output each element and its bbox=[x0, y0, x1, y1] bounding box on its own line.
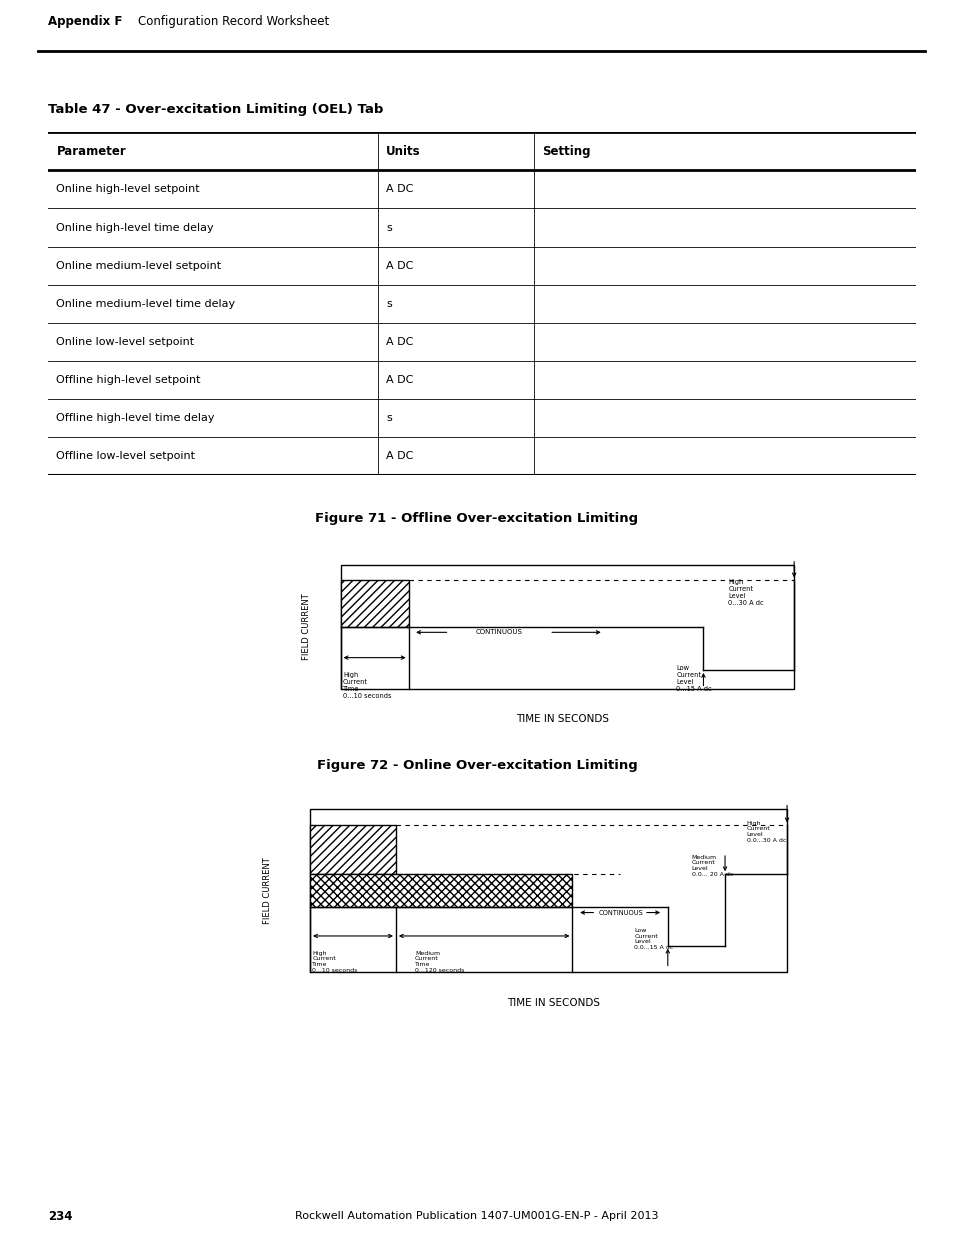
Text: Table 47 - Over-excitation Limiting (OEL) Tab: Table 47 - Over-excitation Limiting (OEL… bbox=[48, 104, 383, 116]
Text: Appendix F: Appendix F bbox=[48, 15, 122, 27]
Text: High
Current
Level
0.0...30 A dc: High Current Level 0.0...30 A dc bbox=[745, 820, 785, 844]
Text: A DC: A DC bbox=[386, 375, 414, 385]
Text: Low
Current
Level
0.0...15 A dc: Low Current Level 0.0...15 A dc bbox=[634, 927, 673, 950]
Text: High
Current
Time
0...10 seconds: High Current Time 0...10 seconds bbox=[342, 673, 391, 699]
Text: Setting: Setting bbox=[542, 144, 591, 158]
Text: Online high-level time delay: Online high-level time delay bbox=[56, 222, 213, 232]
Text: FIELD CURRENT: FIELD CURRENT bbox=[302, 593, 311, 661]
Text: s: s bbox=[386, 299, 392, 309]
Text: Parameter: Parameter bbox=[56, 144, 126, 158]
Text: Online low-level setpoint: Online low-level setpoint bbox=[56, 337, 194, 347]
Text: Offline high-level setpoint: Offline high-level setpoint bbox=[56, 375, 201, 385]
Text: 234: 234 bbox=[48, 1210, 72, 1223]
Text: Offline high-level time delay: Offline high-level time delay bbox=[56, 414, 214, 424]
Text: Units: Units bbox=[386, 144, 420, 158]
Text: TIME IN SECONDS: TIME IN SECONDS bbox=[516, 714, 609, 725]
Text: Online high-level setpoint: Online high-level setpoint bbox=[56, 184, 200, 194]
Bar bbox=[340, 566, 793, 689]
Text: Offline low-level setpoint: Offline low-level setpoint bbox=[56, 452, 195, 462]
Text: CONTINUOUS: CONTINUOUS bbox=[598, 909, 642, 915]
Text: A DC: A DC bbox=[386, 261, 414, 270]
Text: FIELD CURRENT: FIELD CURRENT bbox=[262, 857, 272, 924]
Text: A DC: A DC bbox=[386, 452, 414, 462]
Text: CONTINUOUS: CONTINUOUS bbox=[476, 630, 522, 635]
Text: Configuration Record Worksheet: Configuration Record Worksheet bbox=[138, 15, 329, 27]
Text: A DC: A DC bbox=[386, 337, 414, 347]
Text: TIME IN SECONDS: TIME IN SECONDS bbox=[506, 998, 599, 1009]
Bar bbox=[340, 580, 408, 627]
Text: High
Current
Time
0...10 seconds: High Current Time 0...10 seconds bbox=[312, 951, 357, 973]
Text: Online medium-level setpoint: Online medium-level setpoint bbox=[56, 261, 221, 270]
Bar bbox=[310, 809, 786, 972]
Text: s: s bbox=[386, 414, 392, 424]
Text: Rockwell Automation Publication 1407-UM001G-EN-P - April 2013: Rockwell Automation Publication 1407-UM0… bbox=[294, 1212, 659, 1221]
Text: A DC: A DC bbox=[386, 184, 414, 194]
Bar bbox=[310, 874, 572, 906]
Text: Figure 72 - Online Over-excitation Limiting: Figure 72 - Online Over-excitation Limit… bbox=[316, 758, 637, 772]
Text: Medium
Current
Time
0...120 seconds: Medium Current Time 0...120 seconds bbox=[415, 951, 464, 973]
Text: Online medium-level time delay: Online medium-level time delay bbox=[56, 299, 235, 309]
Text: s: s bbox=[386, 222, 392, 232]
Text: Figure 71 - Offline Over-excitation Limiting: Figure 71 - Offline Over-excitation Limi… bbox=[315, 513, 638, 525]
Text: High
Current
Level
0...30 A dc: High Current Level 0...30 A dc bbox=[728, 579, 763, 606]
Text: Low
Current
Level
0...15 A dc: Low Current Level 0...15 A dc bbox=[676, 666, 711, 693]
Text: Medium
Current
Level
0.0... 20 A dc: Medium Current Level 0.0... 20 A dc bbox=[691, 855, 732, 877]
Bar bbox=[310, 825, 395, 874]
